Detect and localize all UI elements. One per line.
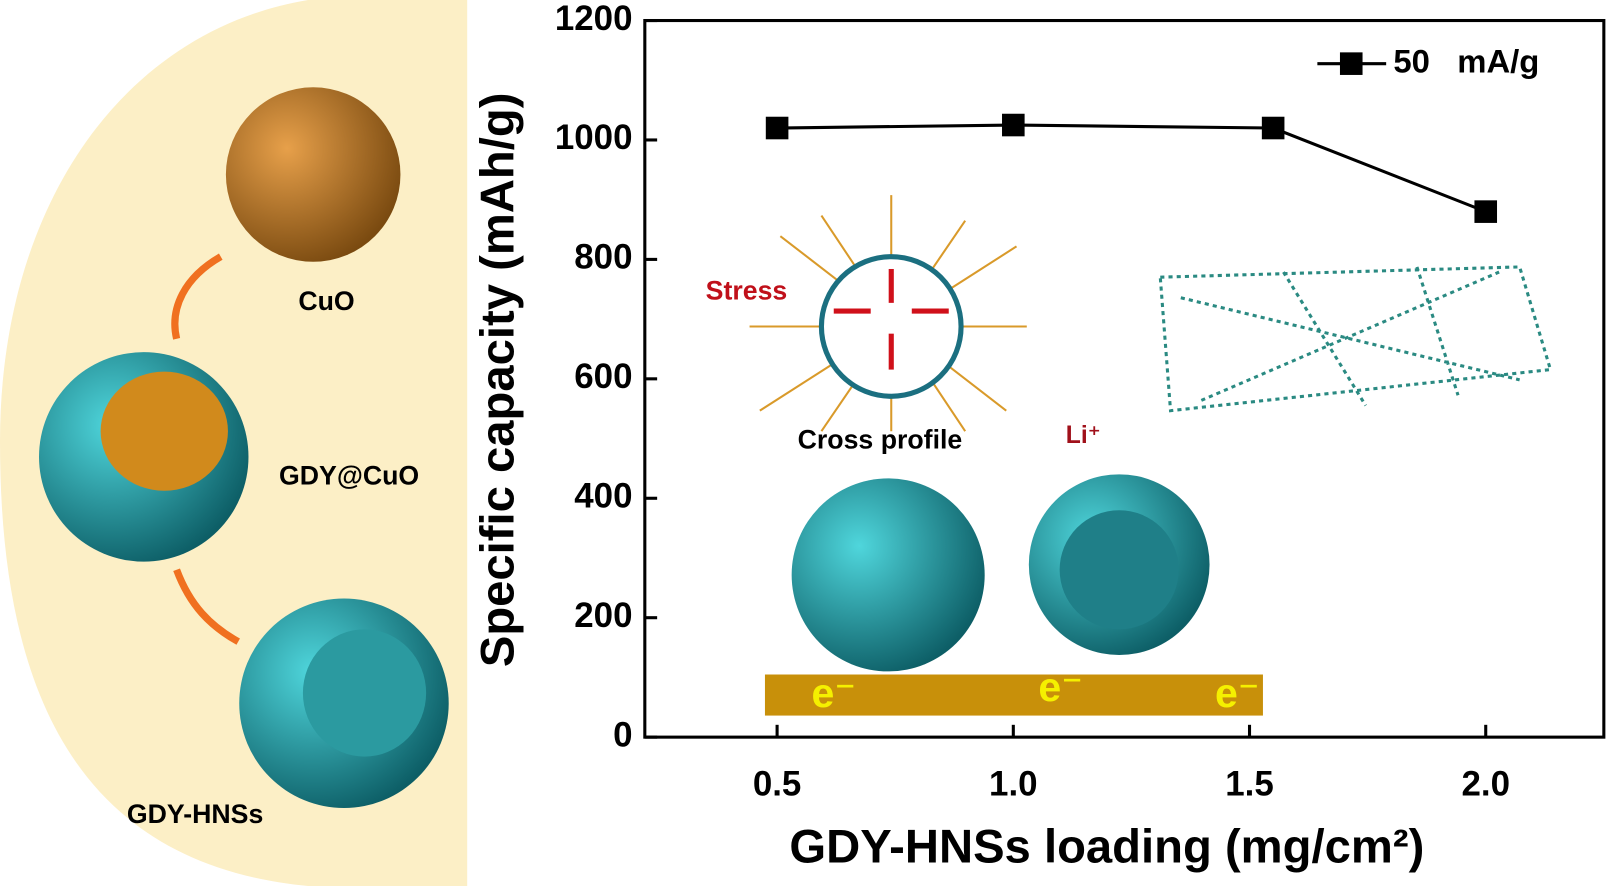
y-tick-label: 800 xyxy=(574,238,632,277)
annotation: Li⁺ xyxy=(1066,422,1101,449)
y-tick-label: 600 xyxy=(574,357,632,396)
data-point xyxy=(765,116,789,140)
gdy-mesh xyxy=(1180,266,1521,407)
current-collector xyxy=(764,674,1263,716)
y-tick-label: 1000 xyxy=(555,118,633,157)
process-arrow xyxy=(173,568,240,645)
annotation: Stress xyxy=(706,276,788,306)
cross-section xyxy=(818,254,964,399)
annotation: e⁻ xyxy=(811,670,856,716)
annotation: Cross profile xyxy=(798,425,963,455)
x-axis-label: GDY-HNSs loading (mg/cm²) xyxy=(789,821,1424,874)
process-arrow xyxy=(171,253,223,340)
data-point xyxy=(1002,113,1025,137)
x-tick-label: 1.5 xyxy=(1225,765,1274,804)
stress-arrows xyxy=(833,268,949,370)
hollow-interior xyxy=(302,629,427,757)
legend-marker xyxy=(1339,52,1363,75)
annotation: CuO xyxy=(298,286,354,316)
x-tick-label: 0.5 xyxy=(753,765,802,804)
annotation: GDY@CuO xyxy=(279,460,419,490)
annotation: e⁻ xyxy=(1038,664,1083,710)
cuo-core xyxy=(100,371,228,491)
y-tick-label: 200 xyxy=(574,596,632,635)
y-axis-label: Specific capacity (mAh/g) xyxy=(472,93,525,668)
x-tick-label: 2.0 xyxy=(1461,765,1510,804)
cuo-sphere xyxy=(225,87,401,262)
gdy-mesh xyxy=(1158,265,1553,413)
y-tick-label: 0 xyxy=(613,715,632,754)
data-point xyxy=(1261,116,1285,140)
x-tick-label: 1.0 xyxy=(989,765,1038,804)
legend-label: 50 mA/g xyxy=(1393,42,1539,79)
y-tick-label: 400 xyxy=(574,476,632,515)
hollow-interior xyxy=(1059,510,1179,630)
data-line xyxy=(777,123,1487,214)
gdy-hns-particle xyxy=(791,478,985,672)
data-point xyxy=(1474,200,1498,223)
annotation: GDY-HNSs xyxy=(127,799,263,829)
y-tick-label: 1200 xyxy=(555,0,633,38)
annotation: e⁻ xyxy=(1215,670,1260,716)
